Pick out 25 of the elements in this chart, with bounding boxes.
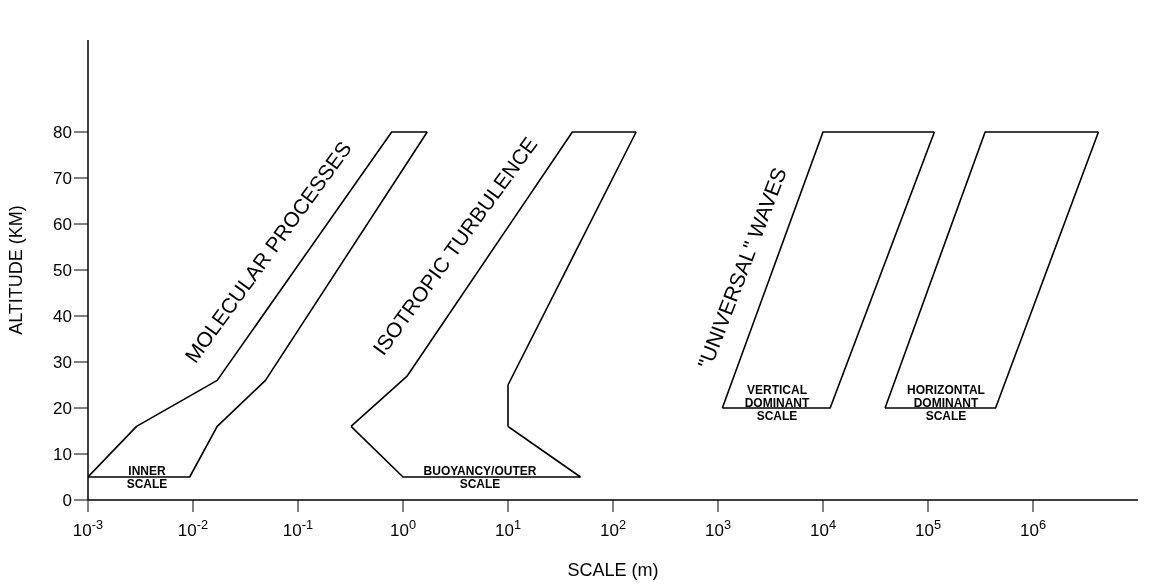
x-tick-label: 10$^{3}$	[704, 516, 732, 540]
x-tick-label: 10$^{1}$	[494, 516, 522, 540]
annotation: HORIZONTAL DOMINANT SCALE	[907, 383, 985, 424]
y-tick-label: 20	[53, 399, 72, 419]
annotation: BUOYANCY/OUTER SCALE	[423, 463, 537, 491]
x-tick-label: 10$^{-3}$	[72, 516, 104, 540]
x-tick-label: 10$^{4}$	[809, 516, 837, 540]
x-tick-label: 10$^{-1}$	[282, 516, 314, 540]
x-tick-label: 10$^{6}$	[1019, 516, 1047, 540]
annotation: VERTICAL DOMINANT SCALE	[744, 383, 810, 424]
x-tick-label: 10$^{0}$	[389, 516, 417, 540]
x-axis-title: SCALE (m)	[567, 560, 659, 580]
y-tick-label: 80	[53, 123, 72, 143]
x-tick-label: 10$^{2}$	[599, 516, 627, 540]
annotation: INNER SCALE	[126, 463, 168, 491]
y-tick-label: 70	[53, 169, 72, 189]
y-axis-title: ALTITUDE (KM)	[6, 205, 27, 335]
y-tick-label: 30	[53, 353, 72, 373]
x-tick-label: 10$^{5}$	[914, 516, 942, 540]
y-tick-label: 60	[53, 215, 72, 235]
y-tick-label: 0	[62, 491, 72, 511]
y-tick-label: 50	[53, 261, 72, 281]
x-tick-label: 10$^{-2}$	[177, 516, 209, 540]
y-tick-label: 40	[53, 307, 72, 327]
y-tick-label: 10	[53, 445, 72, 465]
